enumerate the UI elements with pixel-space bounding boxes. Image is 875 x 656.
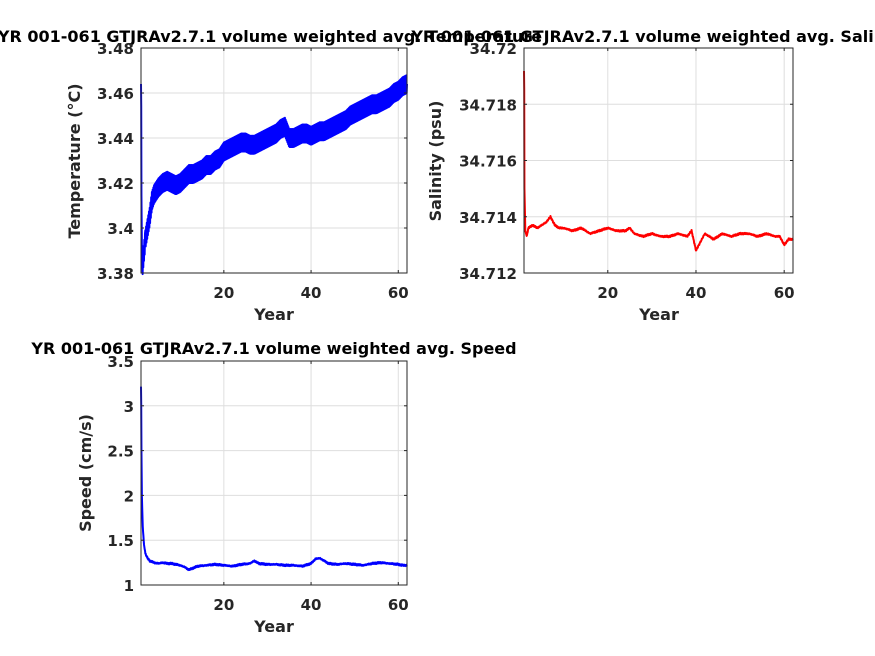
temperature-title: YR 001-061 GTJRAv2.7.1 volume weighted a… bbox=[0, 27, 542, 46]
temperature-xtick-label: 60 bbox=[388, 284, 409, 302]
temperature-xlabel: Year bbox=[253, 305, 294, 324]
speed-plot-area bbox=[141, 361, 407, 585]
speed-ytick-label: 3.5 bbox=[107, 353, 134, 371]
temperature-axes-box bbox=[140, 47, 408, 274]
speed-ylabel: Speed (cm/s) bbox=[76, 414, 95, 532]
temperature-ytick-label: 3.46 bbox=[97, 85, 134, 103]
salinity-xlabel: Year bbox=[638, 305, 679, 324]
salinity-panel: YR 001-061 GTJRAv2.7.1 volume weighted a… bbox=[410, 27, 875, 324]
salinity-xtick-label: 40 bbox=[686, 284, 707, 302]
temperature-series-line bbox=[140, 74, 408, 276]
salinity-title: YR 001-061 GTJRAv2.7.1 volume weighted a… bbox=[410, 27, 875, 46]
temperature-ytick-label: 3.4 bbox=[107, 220, 134, 238]
speed-ytick-label: 2 bbox=[124, 487, 134, 505]
temperature-ytick-label: 3.38 bbox=[97, 265, 134, 283]
speed-xtick-label: 60 bbox=[388, 596, 409, 614]
speed-plot: 20 40 60 1 1.5 2 2.5 3 3.5 bbox=[107, 353, 408, 614]
temperature-xtick-label: 20 bbox=[213, 284, 234, 302]
salinity-ytick-label: 34.716 bbox=[459, 153, 517, 171]
temperature-xtick-label: 40 bbox=[301, 284, 322, 302]
temperature-ytick-label: 3.42 bbox=[97, 175, 134, 193]
salinity-plot: 20 40 60 34.712 34.714 34.716 34.718 34.72 bbox=[459, 40, 795, 302]
salinity-series-line bbox=[523, 70, 794, 252]
salinity-ylabel: Salinity (psu) bbox=[426, 101, 445, 222]
salinity-xtick-label: 20 bbox=[597, 284, 618, 302]
speed-xtick-label: 40 bbox=[301, 596, 322, 614]
salinity-ytick-label: 34.712 bbox=[459, 265, 517, 283]
salinity-ytick-label: 34.714 bbox=[459, 209, 517, 227]
salinity-ytick-label: 34.718 bbox=[459, 96, 517, 114]
speed-title: YR 001-061 GTJRAv2.7.1 volume weighted a… bbox=[30, 339, 516, 358]
temperature-ytick-label: 3.44 bbox=[97, 130, 134, 148]
speed-ytick-label: 2.5 bbox=[107, 443, 134, 461]
speed-ytick-label: 1 bbox=[124, 577, 134, 595]
temperature-plot-area bbox=[141, 48, 407, 273]
temperature-plot: 20 40 60 3.38 3.4 3.42 3.44 3.46 3.48 bbox=[97, 40, 409, 302]
speed-panel: YR 001-061 GTJRAv2.7.1 volume weighted a… bbox=[30, 339, 516, 636]
speed-xtick-label: 20 bbox=[213, 596, 234, 614]
speed-xlabel: Year bbox=[253, 617, 294, 636]
salinity-ytick-label: 34.72 bbox=[470, 40, 517, 58]
salinity-xtick-label: 60 bbox=[774, 284, 795, 302]
speed-ytick-label: 3 bbox=[124, 398, 134, 416]
temperature-ytick-label: 3.48 bbox=[97, 40, 134, 58]
temperature-panel: YR 001-061 GTJRAv2.7.1 volume weighted a… bbox=[0, 27, 542, 324]
temperature-ylabel: Temperature (°C) bbox=[65, 83, 84, 238]
speed-series-line bbox=[140, 386, 408, 572]
speed-ytick-label: 1.5 bbox=[107, 532, 134, 550]
speed-axes-box bbox=[140, 360, 408, 586]
